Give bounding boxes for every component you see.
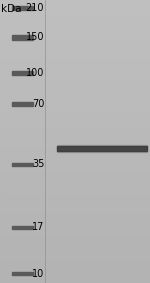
Bar [0,108,150,113]
Bar [12,6,33,10]
Bar [0,151,150,156]
Bar [0,170,150,175]
Bar [0,278,150,283]
Bar [0,19,150,23]
Bar [12,226,33,229]
Bar [0,203,150,207]
Bar [57,145,147,153]
Bar [0,123,150,127]
Bar [0,175,150,179]
Bar [0,236,150,241]
Bar [0,264,150,269]
Bar [0,274,150,278]
Bar [0,260,150,264]
Bar [0,76,150,80]
Bar [12,272,33,275]
Bar [0,99,150,104]
Bar [0,250,150,255]
Bar [0,118,150,123]
Bar [0,222,150,226]
Bar [0,14,150,19]
Bar [0,28,150,33]
Bar [0,193,150,198]
Bar [0,80,150,85]
Text: kDa: kDa [2,4,22,14]
Bar [0,231,150,236]
Bar [0,127,150,132]
Bar [0,42,150,47]
Bar [0,94,150,99]
Bar [0,226,150,231]
Bar [57,146,147,151]
Bar [0,90,150,94]
Bar [0,47,150,52]
Bar [0,0,150,5]
Bar [0,23,150,28]
Bar [0,212,150,217]
Bar [0,52,150,57]
Text: 10: 10 [32,269,44,279]
Bar [0,5,150,9]
Bar [0,66,150,71]
Bar [0,142,150,146]
Bar [12,102,33,106]
Bar [0,184,150,189]
Bar [0,113,150,118]
Text: 100: 100 [26,68,44,78]
Text: 150: 150 [26,32,44,42]
Bar [0,61,150,66]
Text: 35: 35 [32,159,44,170]
Bar [0,38,150,42]
Bar [12,35,33,40]
Bar [0,132,150,137]
Bar [0,241,150,245]
Text: 210: 210 [26,3,44,13]
Text: 17: 17 [32,222,44,232]
Bar [0,255,150,260]
Bar [0,71,150,76]
Bar [0,146,150,151]
Bar [0,198,150,203]
Bar [0,189,150,193]
Bar [0,165,150,170]
Bar [12,163,33,166]
Bar [0,207,150,212]
Bar [0,245,150,250]
Bar [0,9,150,14]
Bar [0,179,150,184]
Bar [0,137,150,142]
Bar [0,217,150,222]
Bar [0,160,150,165]
Bar [0,156,150,160]
Bar [0,57,150,61]
Text: 70: 70 [32,99,44,109]
Bar [0,85,150,90]
Bar [0,33,150,38]
Bar [0,269,150,274]
Bar [0,104,150,108]
Bar [12,70,33,75]
